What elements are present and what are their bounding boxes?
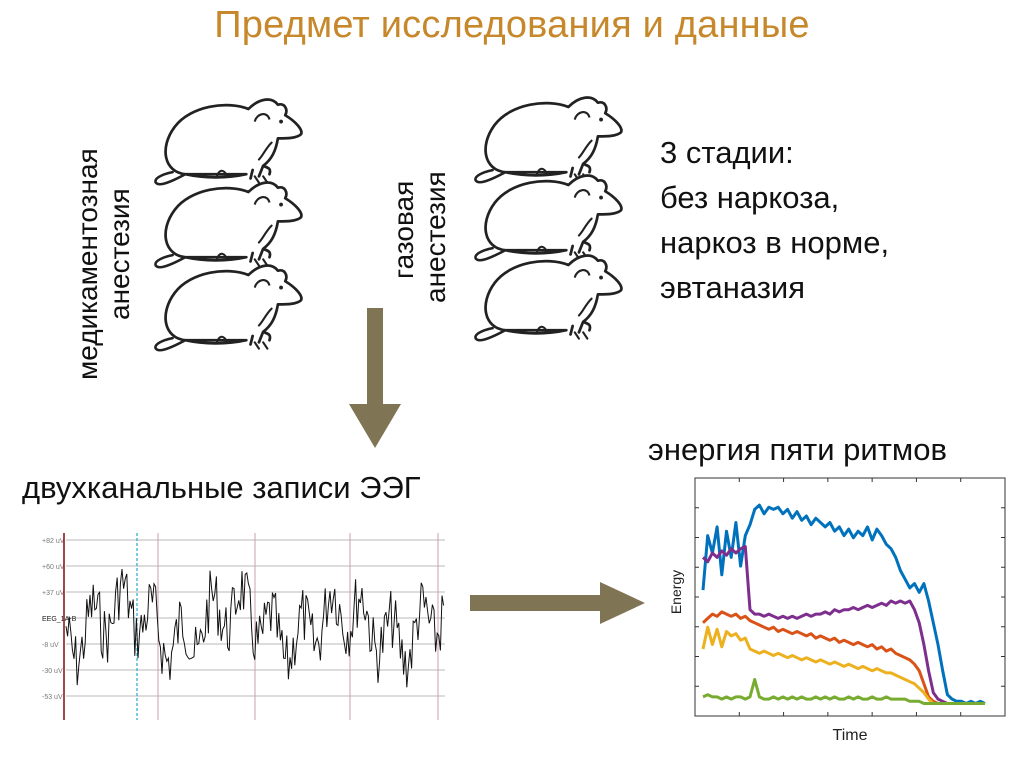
chart-series-line: [701, 503, 986, 705]
eeg-y-tick-label: -53 uV: [42, 694, 63, 701]
mouse-icon: [154, 264, 303, 352]
down-arrow-icon: [349, 308, 401, 448]
eeg-channel-label: EEG_1A-B: [42, 616, 77, 623]
stages-description: 3 стадии: без наркоза, наркоз в норме, э…: [660, 130, 889, 310]
eeg-y-tick-label: -8 uV: [42, 642, 59, 649]
group-label-drug-anesthesia: медикаментозная анестезия: [72, 148, 136, 380]
group-label-drug-line1: медикаментозная: [72, 148, 103, 380]
eeg-y-tick-label: -30 uV: [42, 668, 63, 675]
energy-label: энергия пяти ритмов: [648, 432, 947, 467]
group-label-drug-line2: анестезия: [104, 188, 135, 320]
group-label-gas-line1: газовая: [388, 180, 419, 279]
chart-series-line: [702, 678, 985, 705]
chart-series-line: [701, 545, 985, 705]
chart-plot-area: [694, 477, 1006, 717]
eeg-y-tick-label: +82 uV: [42, 538, 65, 545]
energy-chart: Time Energy: [668, 477, 1006, 744]
stages-line-1: 3 стадии:: [660, 135, 794, 170]
slide-title: Предмет исследования и данные: [214, 4, 810, 46]
chart-y-axis-label: Energy: [668, 570, 684, 614]
eeg-y-tick-label: +60 uV: [42, 564, 65, 571]
eeg-y-tick-label: +37 uV: [42, 590, 65, 597]
right-arrow-icon: [470, 582, 645, 624]
stages-line-3: наркоз в норме,: [660, 225, 890, 260]
eeg-label: двухканальные записи ЭЭГ: [22, 470, 421, 505]
stages-line-4: эвтаназия: [660, 270, 806, 305]
mouse-icon: [474, 254, 623, 342]
eeg-recording-plot: +82 uV +60 uV +37 uV -8 uV -30 uV -53 uV EEG_1…: [42, 533, 445, 720]
group-label-gas-anesthesia: газовая анестезия: [388, 171, 452, 303]
stages-line-2: без наркоза,: [660, 180, 840, 215]
eeg-signal-trace: [65, 568, 445, 688]
chart-x-axis-label: Time: [833, 727, 868, 744]
group-label-gas-line2: анестезия: [420, 171, 451, 303]
